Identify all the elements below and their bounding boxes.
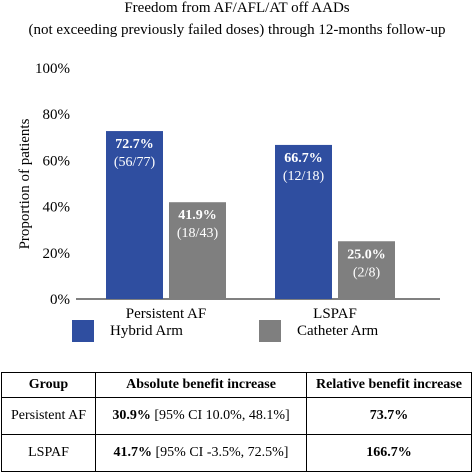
header-absolute-benefit: Absolute benefit increase — [95, 372, 307, 398]
bar — [275, 144, 332, 299]
bars: 72.7% (56/77) 41.9% (18/43) 66.7% (12/18) 25.0… — [106, 131, 395, 299]
row-relative-benefit: 73.7% — [306, 397, 472, 435]
x-tick-label: Persistent AF — [126, 306, 206, 322]
legend-catheter-arm: Catheter Arm — [259, 320, 378, 342]
y-tick-label: 40% — [43, 200, 71, 216]
row-group: LSPAF — [1, 434, 96, 472]
bar-value-label: 66.7% — [284, 151, 323, 166]
table-row: Persistent AF 30.9% [95% CI 10.0%, 48.1%… — [1, 397, 472, 435]
table-row: LSPAF 41.7% [95% CI -3.5%, 72.5%] 166.7% — [1, 434, 472, 472]
bar — [106, 131, 163, 299]
y-tick-label: 100% — [35, 61, 70, 77]
header-relative-benefit: Relative benefit increase — [306, 372, 472, 398]
y-axis-label: Proportion of patients — [17, 118, 33, 249]
bar-count-label: (2/8) — [353, 265, 381, 280]
relative-value: 73.7% — [369, 408, 409, 423]
y-axis-ticks: 0% 20% 40% 60% 80% 100% — [35, 61, 70, 308]
absolute-ci: [95% CI 10.0%, 48.1%] — [150, 408, 290, 423]
chart-title-line-1: Freedom from AF/AFL/AT off AADs — [124, 0, 349, 16]
header-group: Group — [1, 372, 96, 398]
bar-count-label: (12/18) — [283, 169, 325, 184]
bar — [169, 202, 226, 299]
legend-swatch-catheter — [259, 320, 281, 342]
absolute-value: 41.7% — [113, 445, 153, 460]
legend-swatch-hybrid — [72, 320, 94, 342]
legend-label-catheter: Catheter Arm — [297, 322, 379, 339]
bar-count-label: (56/77) — [114, 155, 156, 170]
row-absolute-benefit: 41.7% [95% CI -3.5%, 72.5%] — [95, 434, 307, 472]
legend-label-hybrid: Hybrid Arm — [110, 322, 183, 339]
y-tick-label: 60% — [43, 153, 71, 169]
legend-hybrid-arm: Hybrid Arm — [72, 320, 183, 342]
table-header-row: Group Absolute benefit increase Relative… — [1, 372, 472, 398]
results-table: Group Absolute benefit increase Relative… — [1, 372, 472, 472]
bar-value-label: 41.9% — [178, 208, 217, 223]
row-group: Persistent AF — [1, 397, 96, 435]
relative-value: 166.7% — [366, 445, 412, 460]
bar-value-label: 72.7% — [115, 137, 154, 152]
bar — [338, 241, 395, 299]
bar-value-label: 25.0% — [347, 247, 386, 262]
absolute-ci: [95% CI -3.5%, 72.5%] — [152, 445, 289, 460]
bar-chart: Freedom from AF/AFL/AT off AADs (not exc… — [17, 0, 446, 322]
absolute-value: 30.9% — [112, 408, 151, 423]
y-tick-label: 20% — [43, 246, 71, 262]
row-relative-benefit: 166.7% — [306, 434, 472, 472]
x-axis-labels: Persistent AF LSPAF — [126, 306, 357, 322]
x-tick-label: LSPAF — [313, 306, 357, 322]
bar-count-label: (18/43) — [177, 226, 219, 241]
y-tick-label: 80% — [43, 107, 71, 123]
row-absolute-benefit: 30.9% [95% CI 10.0%, 48.1%] — [95, 397, 307, 435]
chart-title-line-2: (not exceeding previously failed doses) … — [29, 22, 446, 38]
y-tick-label: 0% — [50, 292, 70, 308]
